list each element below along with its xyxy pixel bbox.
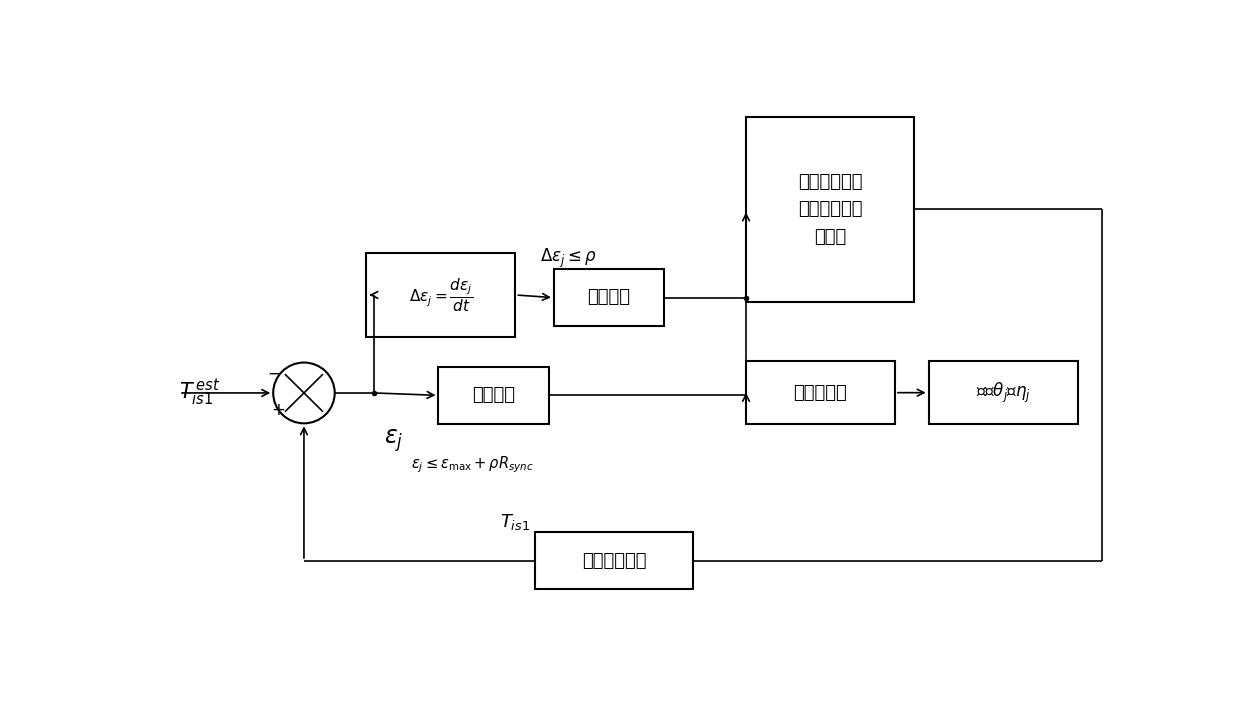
Bar xyxy=(746,362,895,424)
Text: 异常检查: 异常检查 xyxy=(588,288,631,307)
Text: 异常检查: 异常检查 xyxy=(472,386,516,404)
Bar xyxy=(554,269,665,326)
Text: $T_{is1}$: $T_{is1}$ xyxy=(501,512,531,532)
Text: $+$: $+$ xyxy=(272,401,285,419)
Bar xyxy=(439,367,549,424)
Bar xyxy=(929,362,1078,424)
Text: 本地时钟计时: 本地时钟计时 xyxy=(582,552,646,570)
Text: 模糊控制器: 模糊控制器 xyxy=(794,384,847,402)
Text: $\Delta\varepsilon_j \leq \rho$: $\Delta\varepsilon_j \leq \rho$ xyxy=(539,247,596,270)
Text: 输出$\theta_j$、$\eta_j$: 输出$\theta_j$、$\eta_j$ xyxy=(976,381,1030,405)
Text: $T^{\,est}_{is1}$: $T^{\,est}_{is1}$ xyxy=(179,377,221,408)
Text: $\varepsilon_j \leq \varepsilon_{\max} + \rho R_{sync}$: $\varepsilon_j \leq \varepsilon_{\max} +… xyxy=(410,454,533,475)
Text: $\Delta\varepsilon_j = \dfrac{d\varepsilon_j}{dt}$: $\Delta\varepsilon_j = \dfrac{d\varepsil… xyxy=(409,276,472,314)
Text: 启动第一阶段
和第二阶段同
步算法: 启动第一阶段 和第二阶段同 步算法 xyxy=(797,173,862,246)
Text: $-$: $-$ xyxy=(267,363,281,381)
Bar xyxy=(746,117,914,302)
Text: $\varepsilon_j$: $\varepsilon_j$ xyxy=(383,427,403,453)
Bar xyxy=(534,532,693,589)
Ellipse shape xyxy=(273,362,335,423)
Bar xyxy=(367,253,516,337)
